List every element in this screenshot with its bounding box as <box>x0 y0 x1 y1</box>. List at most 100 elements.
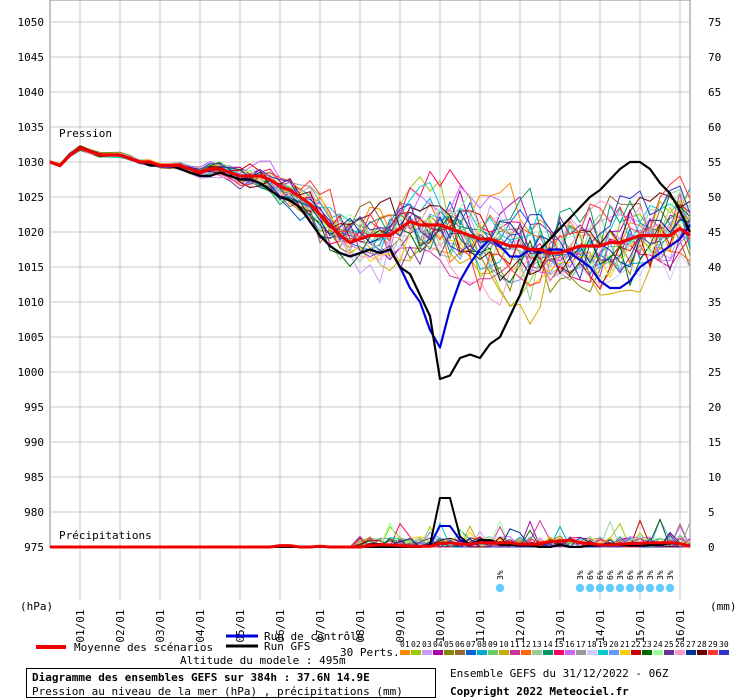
pert-swatch <box>543 650 553 655</box>
pert-number: 05 <box>444 640 454 649</box>
pert-swatch <box>565 650 575 655</box>
pert-number: 22 <box>631 640 641 649</box>
x-tick-label: 06/01 <box>274 609 287 642</box>
mean-legend-label: Moyenne des scénarios <box>74 641 213 654</box>
pert-swatch <box>532 650 542 655</box>
pert-number: 27 <box>686 640 696 649</box>
pert-number: 30 <box>719 640 729 649</box>
pert-number: 19 <box>598 640 608 649</box>
y-tick-label-right: 30 <box>708 331 721 344</box>
y-tick-label-right: 15 <box>708 436 721 449</box>
pert-number: 21 <box>620 640 630 649</box>
snow-probability: 3% <box>616 570 625 580</box>
y-tick-label-right: 65 <box>708 86 721 99</box>
y-tick-label-right: 50 <box>708 191 721 204</box>
x-tick-label: 02/01 <box>114 609 127 642</box>
pert-number: 16 <box>565 640 575 649</box>
pert-number: 29 <box>708 640 718 649</box>
x-tick-label: 03/01 <box>154 609 167 642</box>
y-tick-label-right: 60 <box>708 121 721 134</box>
pert-number: 10 <box>499 640 509 649</box>
pert-number: 01 <box>400 640 410 649</box>
y-tick-label-right: 25 <box>708 366 721 379</box>
pert-swatch <box>477 650 487 655</box>
pert-swatch <box>433 650 443 655</box>
pert-number: 23 <box>642 640 652 649</box>
pert-swatch <box>466 650 476 655</box>
pert-number: 13 <box>532 640 542 649</box>
x-tick-label: 08/01 <box>354 609 367 642</box>
snow-icon <box>645 583 655 593</box>
pert-swatch <box>455 650 465 655</box>
pert-swatch <box>631 650 641 655</box>
y-tick-label-right: 20 <box>708 401 721 414</box>
y-tick-label-left: 1020 <box>18 226 45 239</box>
pert-swatch <box>620 650 630 655</box>
pert-swatch <box>422 650 432 655</box>
y-tick-label-right: 10 <box>708 471 721 484</box>
snow-markers: 3% 3% 6% 6% 6% 3% 6% 3% 3% 3% 3% <box>495 570 675 593</box>
y-tick-label-left: 985 <box>24 471 44 484</box>
x-tick-label: 16/01 <box>674 609 687 642</box>
pert-number: 17 <box>576 640 586 649</box>
y-tick-label-left: 995 <box>24 401 44 414</box>
y-tick-label-right: 0 <box>708 541 715 554</box>
pert-number: 26 <box>675 640 685 649</box>
x-tick-label: 13/01 <box>554 609 567 642</box>
pert-number: 02 <box>411 640 421 649</box>
pert-number: 04 <box>433 640 443 649</box>
y-tick-label-left: 1045 <box>18 51 45 64</box>
pert-number: 18 <box>587 640 597 649</box>
snow-icon <box>635 583 645 593</box>
y-tick-label-left: 1035 <box>18 121 45 134</box>
x-tick-label: 01/01 <box>74 609 87 642</box>
pert-swatch <box>400 650 410 655</box>
info-box: Diagramme des ensembles GEFS sur 384h : … <box>26 668 436 698</box>
pert-swatch <box>499 650 509 655</box>
snow-probability: 3% <box>656 570 665 580</box>
pert-swatch <box>642 650 652 655</box>
snow-probability: 6% <box>586 570 595 580</box>
pert-number: 03 <box>422 640 432 649</box>
left-unit: (hPa) <box>20 600 53 613</box>
x-tick-label: 11/01 <box>474 609 487 642</box>
pert-number: 20 <box>609 640 619 649</box>
snow-probability: 3% <box>576 570 585 580</box>
pressure-label: Pression <box>59 127 112 140</box>
pert-swatch <box>686 650 696 655</box>
pert-swatch <box>488 650 498 655</box>
pert-line <box>49 148 691 288</box>
snow-icon <box>605 583 615 593</box>
x-tick-label: 05/01 <box>234 609 247 642</box>
y-tick-label-right: 55 <box>708 156 721 169</box>
control-legend-label: Run de contrôle <box>264 630 363 643</box>
pert-swatch <box>411 650 421 655</box>
y-tick-label-left: 980 <box>24 506 44 519</box>
y-tick-label-left: 990 <box>24 436 44 449</box>
run-info: Ensemble GEFS du 31/12/2022 - 06Z <box>450 667 669 680</box>
pert-swatch <box>609 650 619 655</box>
pert-number: 15 <box>554 640 564 649</box>
snow-icon <box>585 583 595 593</box>
snow-probability: 6% <box>606 570 615 580</box>
pert-number: 12 <box>521 640 531 649</box>
y-tick-label-left: 1000 <box>18 366 45 379</box>
y-tick-label-right: 45 <box>708 226 721 239</box>
snow-probability: 3% <box>636 570 645 580</box>
y-tick-label-left: 975 <box>24 541 44 554</box>
y-tick-label-right: 5 <box>708 506 715 519</box>
info-title: Diagramme des ensembles GEFS sur 384h : … <box>32 671 370 684</box>
y-tick-label-left: 1030 <box>18 156 45 169</box>
pert-swatch <box>554 650 564 655</box>
snow-probability: 3% <box>666 570 675 580</box>
pert-number: 07 <box>466 640 476 649</box>
copyright: Copyright 2022 Meteociel.fr <box>450 685 629 698</box>
snow-icon <box>615 583 625 593</box>
pert-swatch <box>598 650 608 655</box>
snow-icon <box>655 583 665 593</box>
x-tick-label: 15/01 <box>634 609 647 642</box>
precip-label: Précipitations <box>59 529 152 542</box>
altitude-label: Altitude du modele : 495m <box>180 654 346 667</box>
pert-number: 09 <box>488 640 498 649</box>
